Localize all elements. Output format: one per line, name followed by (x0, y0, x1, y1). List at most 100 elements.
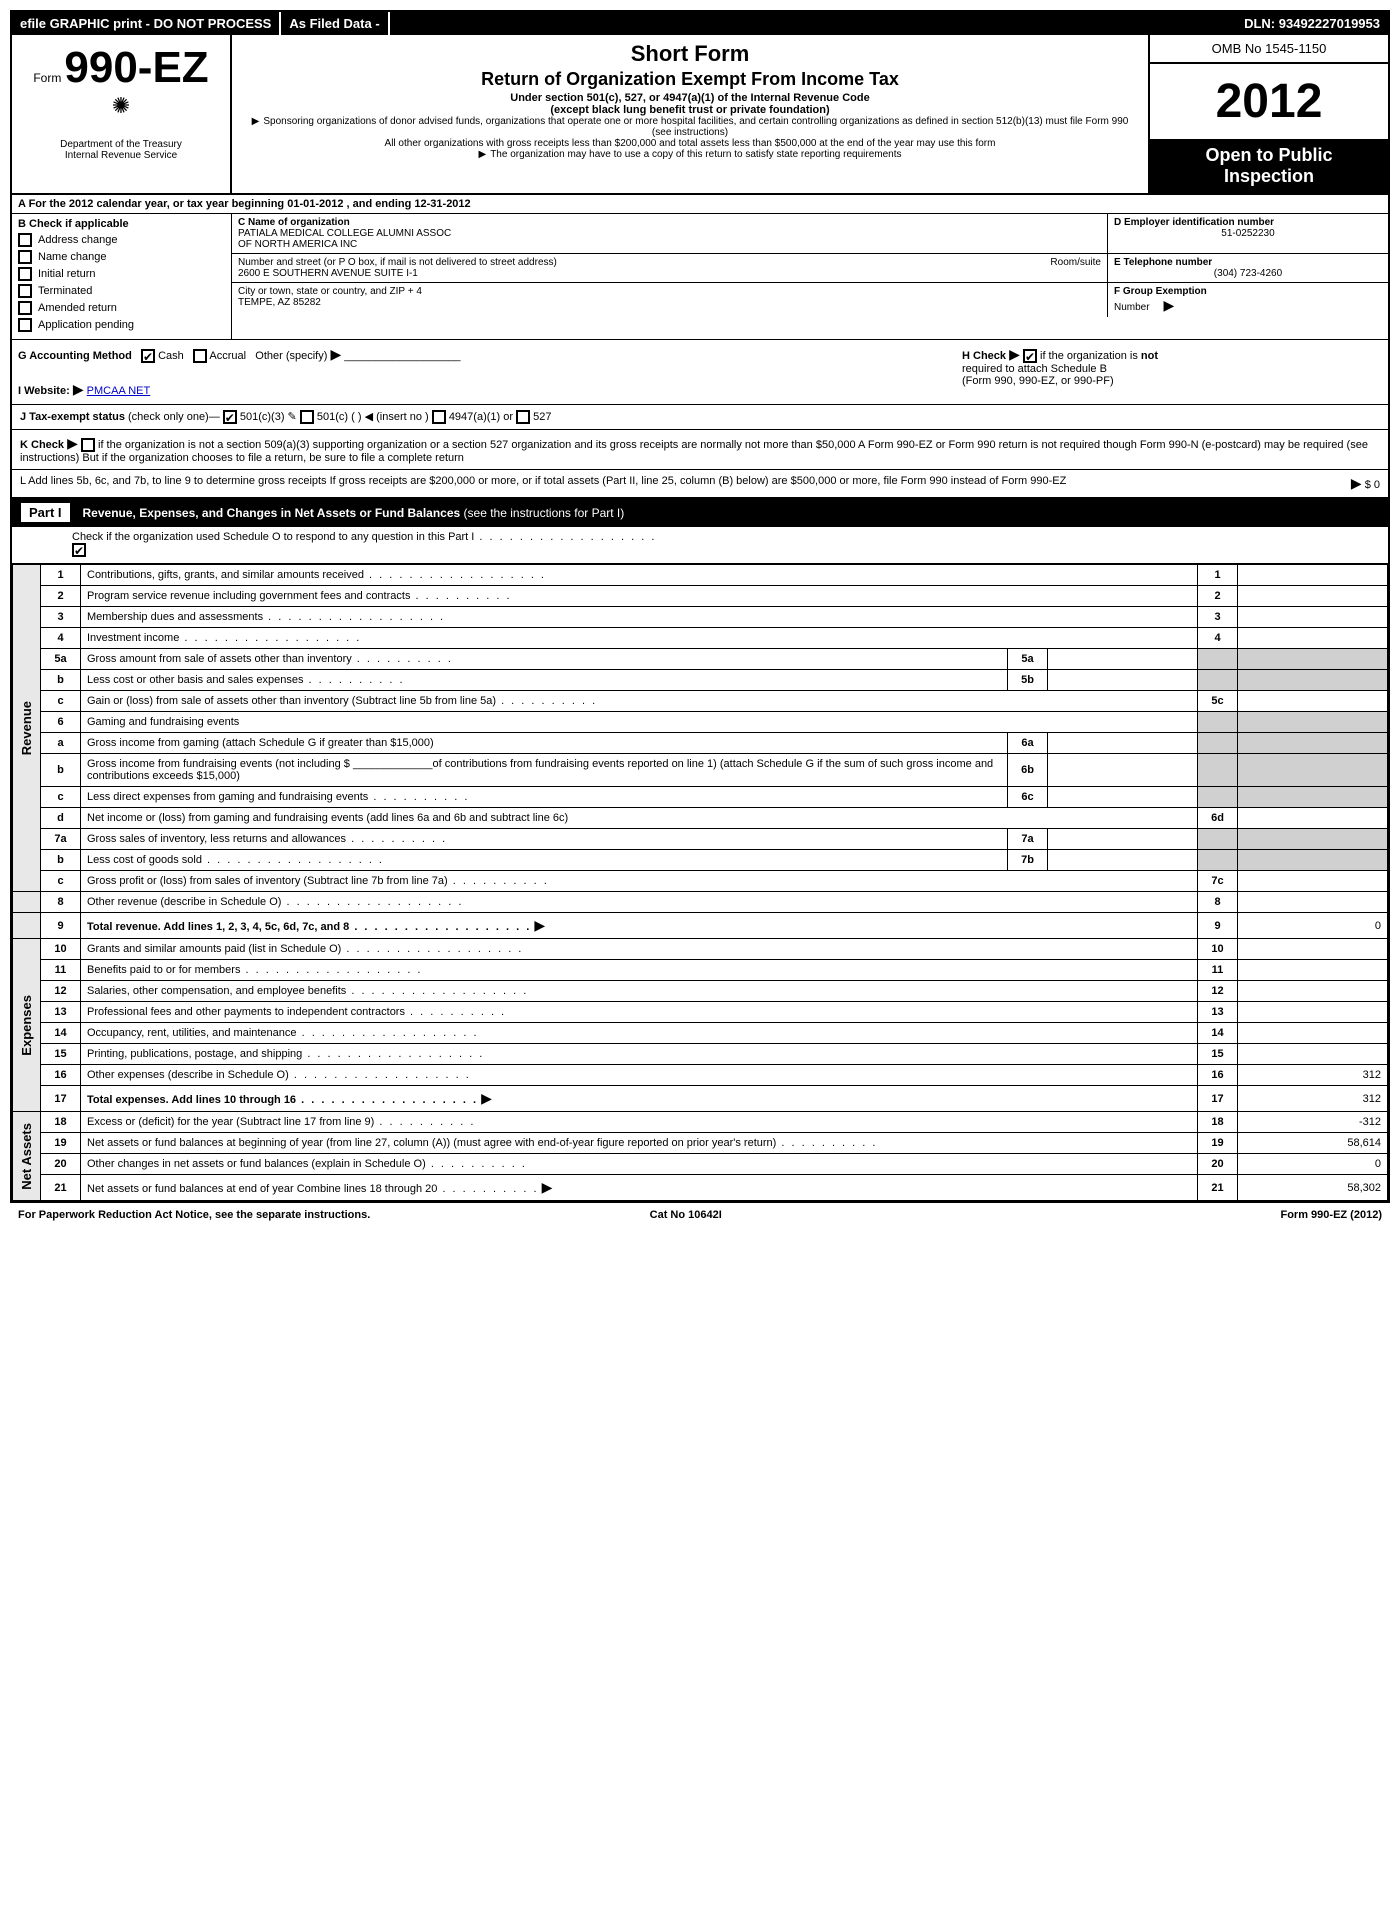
g-label: G Accounting Method (18, 350, 132, 362)
checkbox-schedule-b[interactable] (1023, 349, 1037, 363)
amt-20: 0 (1238, 1154, 1388, 1175)
row-l: L Add lines 5b, 6c, and 7b, to line 9 to… (12, 470, 1388, 498)
checkbox-cash[interactable] (141, 349, 155, 363)
g-accrual: Accrual (209, 350, 246, 362)
f-number-label: Number (1114, 302, 1150, 313)
checkbox-501c[interactable] (300, 410, 314, 424)
form-container: efile GRAPHIC print - DO NOT PROCESS As … (10, 10, 1390, 1203)
line-16: Other expenses (describe in Schedule O) (87, 1069, 471, 1081)
g-arrow-icon: ▶ (330, 346, 341, 362)
part1-sub: Check if the organization used Schedule … (12, 527, 1388, 564)
j-label: J Tax-exempt status (20, 411, 125, 423)
subtitle-section: Under section 501(c), 527, or 4947(a)(1)… (242, 92, 1138, 104)
j-501c3: 501(c)(3) (240, 411, 285, 423)
header: Form 990-EZ ✺ Department of the Treasury… (12, 35, 1388, 195)
pen-icon: ✎ (288, 411, 297, 423)
line-21: Net assets or fund balances at end of ye… (87, 1183, 539, 1195)
c-city-label: City or town, state or country, and ZIP … (238, 286, 1101, 297)
footer: For Paperwork Reduction Act Notice, see … (10, 1203, 1390, 1227)
note-copy: The organization may have to use a copy … (242, 149, 1138, 160)
row-a-text: A For the 2012 calendar year, or tax yea… (18, 198, 287, 210)
dept-treasury: Department of the Treasury (20, 139, 222, 150)
part1-table: Revenue 1 Contributions, gifts, grants, … (12, 564, 1388, 1201)
revenue-sidelabel: Revenue (13, 565, 41, 892)
line-6b: Gross income from fundraising events (no… (81, 754, 1008, 787)
checkbox-accrual[interactable] (193, 349, 207, 363)
asfiled-label: As Filed Data - (281, 12, 389, 35)
e-phone-value: (304) 723-4260 (1114, 268, 1382, 279)
h-label4: (Form 990, 990-EZ, or 990-PF) (962, 375, 1114, 387)
b-app-pending: Application pending (38, 319, 134, 331)
b-amended: Amended return (38, 302, 117, 314)
line-17: Total expenses. Add lines 10 through 16 (87, 1094, 478, 1106)
subtitle-except: (except black lung benefit trust or priv… (242, 104, 1138, 116)
row-a-tax-year: A For the 2012 calendar year, or tax yea… (12, 195, 1388, 214)
k-text: if the organization is not a section 509… (20, 439, 1368, 464)
website-link[interactable]: PMCAA NET (87, 385, 151, 397)
amt-18: -312 (1238, 1112, 1388, 1133)
checkbox-terminated[interactable] (18, 284, 32, 298)
amt-19: 58,614 (1238, 1133, 1388, 1154)
checkbox-app-pending[interactable] (18, 318, 32, 332)
j-4947: 4947(a)(1) or (449, 411, 513, 423)
e-phone-label: E Telephone number (1114, 257, 1382, 268)
h-not: not (1141, 350, 1158, 362)
checkbox-amended[interactable] (18, 301, 32, 315)
dln-value: 93492227019953 (1279, 16, 1380, 31)
row-k: K Check ▶ if the organization is not a s… (12, 430, 1388, 470)
j-insert: (insert no ) (376, 411, 429, 423)
line-10: Grants and similar amounts paid (list in… (87, 943, 523, 955)
line-9: Total revenue. Add lines 1, 2, 3, 4, 5c,… (87, 921, 531, 933)
line-5a: Gross amount from sale of assets other t… (87, 653, 453, 665)
line-7a: Gross sales of inventory, less returns a… (87, 833, 447, 845)
part1-label: Part I (20, 502, 71, 523)
line-6a: Gross income from gaming (attach Schedul… (81, 733, 1008, 754)
l-amount: $ 0 (1365, 479, 1380, 491)
section-b: B Check if applicable Address change Nam… (12, 214, 232, 339)
c-name-label: C Name of organization (238, 217, 1101, 228)
line-13: Professional fees and other payments to … (87, 1006, 506, 1018)
b-address-change: Address change (38, 234, 118, 246)
i-label: I Website: (18, 385, 70, 397)
irs-logo-icon: ✺ (20, 93, 222, 119)
checkbox-schedule-o[interactable] (72, 543, 86, 557)
line-1: Contributions, gifts, grants, and simila… (87, 569, 546, 581)
line-3: Membership dues and assessments (87, 611, 445, 623)
checkbox-k[interactable] (81, 438, 95, 452)
title-short-form: Short Form (242, 41, 1138, 67)
footer-paperwork: For Paperwork Reduction Act Notice, see … (18, 1209, 370, 1221)
checkbox-501c3[interactable] (223, 410, 237, 424)
insert-arrow-icon: ◀ (365, 411, 373, 423)
line-20: Other changes in net assets or fund bala… (87, 1158, 527, 1170)
row-j: J Tax-exempt status (check only one)— 50… (12, 405, 1388, 430)
netassets-sidelabel: Net Assets (13, 1112, 41, 1201)
tax-year: 2012 (1150, 64, 1388, 139)
line-18: Excess or (deficit) for the year (Subtra… (87, 1116, 475, 1128)
c-addr-label: Number and street (or P O box, if mail i… (238, 257, 557, 268)
line-2: Program service revenue including govern… (87, 590, 512, 602)
header-center: Short Form Return of Organization Exempt… (232, 35, 1148, 193)
dept-irs: Internal Revenue Service (20, 150, 222, 161)
line-14: Occupancy, rent, utilities, and maintena… (87, 1027, 479, 1039)
line-7c: Gross profit or (loss) from sales of inv… (87, 875, 549, 887)
org-address: 2600 E SOUTHERN AVENUE SUITE I-1 (238, 268, 1101, 279)
j-paren: (check only one)— (128, 411, 220, 423)
checkbox-address-change[interactable] (18, 233, 32, 247)
checkbox-4947[interactable] (432, 410, 446, 424)
line-4: Investment income (87, 632, 361, 644)
checkbox-initial-return[interactable] (18, 267, 32, 281)
row-a-end: 12-31-2012 (414, 198, 470, 210)
j-501c: 501(c) ( ) (317, 411, 362, 423)
amt-21: 58,302 (1238, 1175, 1388, 1201)
checkbox-name-change[interactable] (18, 250, 32, 264)
checkbox-527[interactable] (516, 410, 530, 424)
note-other-orgs: All other organizations with gross recei… (242, 138, 1138, 149)
k-label: K Check (20, 439, 64, 451)
l-arrow-icon: ▶ (1351, 475, 1362, 491)
line21-arrow-icon: ▶ (542, 1179, 553, 1195)
footer-catno: Cat No 10642I (650, 1209, 722, 1221)
g-other: Other (specify) (255, 350, 327, 362)
topbar: efile GRAPHIC print - DO NOT PROCESS As … (12, 12, 1388, 35)
line-7b: Less cost of goods sold (87, 854, 384, 866)
h-label1: H Check (962, 350, 1006, 362)
